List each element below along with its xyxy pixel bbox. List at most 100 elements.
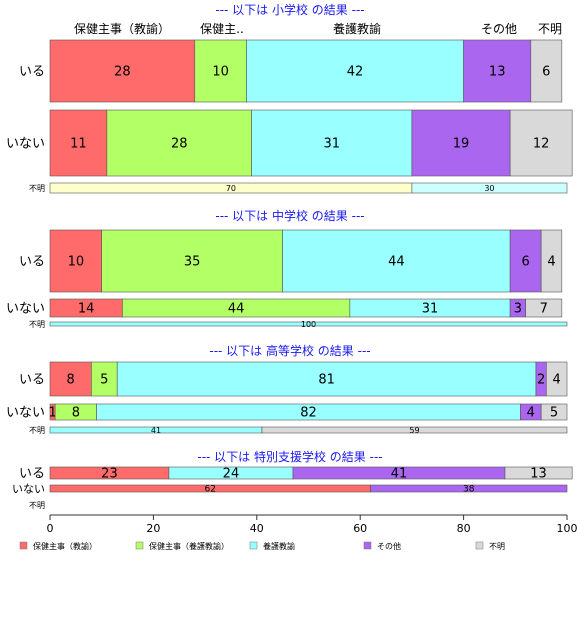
top-category-label: 養護教諭 (333, 21, 381, 36)
data-label: 44 (228, 302, 245, 317)
bar-segment (282, 229, 511, 293)
group-title: --- 以下は 高等学校 の結果 --- (209, 343, 370, 358)
bar-segment (504, 466, 573, 480)
row-label: いない (12, 482, 45, 495)
bar-segment (463, 39, 532, 103)
top-category-label: 保健主事（教諭） (74, 21, 170, 36)
bar-segment (116, 361, 537, 397)
data-label: 41 (391, 467, 408, 482)
data-label: 10 (68, 255, 85, 270)
data-label: 35 (184, 255, 201, 270)
data-label: 8 (67, 373, 75, 388)
bar-segment (546, 361, 568, 397)
row-label: 不明 (29, 426, 45, 435)
bar-segment (509, 229, 542, 293)
data-label: 38 (463, 485, 475, 495)
bar-segment (261, 426, 568, 434)
data-label: 13 (489, 65, 506, 80)
bar-segment (194, 39, 247, 103)
bar-segment (370, 484, 568, 493)
bar-segment (91, 361, 118, 397)
data-label: 100 (301, 320, 316, 329)
row-label: いない (6, 406, 45, 421)
data-label: 4 (553, 373, 561, 388)
data-label: 62 (205, 485, 216, 495)
bar-segment (530, 39, 563, 103)
data-label: 12 (533, 137, 550, 152)
data-label: 8 (72, 406, 80, 421)
data-label: 5 (550, 406, 558, 421)
bar-segment (509, 109, 573, 177)
row-label: いる (19, 65, 45, 80)
group-title: --- 以下は 小学校 の結果 --- (215, 2, 364, 17)
data-label: 28 (171, 137, 188, 152)
data-label: 7 (540, 302, 548, 317)
legend-label: 養護教諭 (263, 541, 295, 551)
data-label: 5 (100, 373, 108, 388)
bar-segment (411, 182, 568, 194)
row-label: いる (19, 467, 45, 482)
bar-segment (540, 229, 563, 293)
row-label: いない (6, 137, 45, 152)
x-tick-label: 100 (557, 522, 578, 535)
group-title: --- 以下は 特別支援学校 の結果 --- (197, 449, 382, 464)
data-label: 19 (453, 137, 470, 152)
row-label: 不明 (29, 501, 45, 510)
legend-label: 保健主事（養護教諭） (149, 541, 229, 551)
legend-swatch (363, 541, 372, 550)
data-label: 81 (318, 373, 335, 388)
data-label: 2 (537, 373, 545, 388)
group-title: --- 以下は 中学校 の結果 --- (215, 208, 364, 223)
data-label: 6 (521, 255, 529, 270)
data-label: 23 (101, 467, 118, 482)
bar-segment (525, 298, 563, 318)
bar-segment (49, 109, 108, 177)
bar-segment (106, 109, 252, 177)
legend-swatch (135, 541, 144, 550)
data-label: 31 (422, 302, 439, 317)
legend-label: 不明 (489, 542, 505, 551)
bar-segment (411, 109, 511, 177)
bar-segment (49, 321, 568, 327)
row-label: いない (6, 302, 45, 317)
data-label: 4 (527, 406, 535, 421)
data-label: 41 (151, 426, 161, 435)
data-label: 28 (114, 65, 131, 80)
bar-segment (540, 403, 568, 421)
data-label: 14 (78, 302, 95, 317)
data-label: 3 (514, 302, 522, 317)
data-label: 11 (70, 137, 87, 152)
legend-swatch (249, 541, 258, 550)
row-label: 不明 (29, 184, 45, 193)
x-tick-label: 60 (353, 522, 367, 535)
data-label: 4 (547, 255, 555, 270)
bar-segment (49, 229, 103, 293)
x-tick-label: 40 (250, 522, 264, 535)
bar-segment (246, 39, 464, 103)
data-label: 31 (323, 137, 340, 152)
data-label: 13 (530, 467, 547, 482)
top-category-label: 不明 (538, 22, 562, 36)
data-label: 24 (223, 467, 240, 482)
bar-segment (101, 229, 283, 293)
legend-swatch (475, 541, 484, 550)
x-tick-label: 20 (146, 522, 160, 535)
bar-segment (49, 361, 92, 397)
row-label: いる (19, 255, 45, 270)
data-label: 70 (226, 184, 236, 193)
data-label: 10 (212, 65, 229, 80)
x-tick-label: 80 (457, 522, 471, 535)
x-tick-label: 0 (47, 522, 54, 535)
legend-swatch (19, 541, 28, 550)
legend-label: その他 (377, 541, 401, 551)
bar-segment (49, 39, 196, 103)
data-label: 82 (300, 406, 317, 421)
data-label: 1 (48, 406, 56, 421)
data-label: 59 (409, 426, 419, 435)
data-label: 30 (484, 184, 494, 193)
row-label: 不明 (29, 320, 45, 329)
row-label: いる (19, 373, 45, 388)
bar-segment (251, 109, 413, 177)
data-label: 42 (347, 65, 364, 80)
